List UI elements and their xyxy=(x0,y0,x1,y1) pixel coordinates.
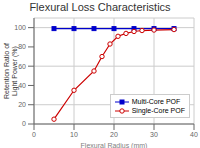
svg-text:10: 10 xyxy=(70,131,78,138)
svg-text:40: 40 xyxy=(190,131,198,138)
svg-text:20: 20 xyxy=(110,131,118,138)
svg-text:Retention Ratio of: Retention Ratio of xyxy=(3,43,10,99)
svg-text:60: 60 xyxy=(18,63,26,70)
svg-text:80: 80 xyxy=(18,43,26,50)
html-text:Flexural Loss Characteristics: Flexural Loss Characteristics xyxy=(29,1,171,13)
svg-text:Flexural Radius (mm): Flexural Radius (mm) xyxy=(81,142,148,148)
svg-text:0: 0 xyxy=(22,120,26,127)
svg-text:40: 40 xyxy=(18,82,26,89)
svg-text:Light Power (%): Light Power (%) xyxy=(10,46,18,96)
svg-text:30: 30 xyxy=(150,131,158,138)
svg-text:0: 0 xyxy=(32,131,36,138)
svg-text:20: 20 xyxy=(18,101,26,108)
html-text:Single-Core POF: Single-Core POF xyxy=(131,107,185,114)
svg-text:100: 100 xyxy=(14,24,26,31)
html-text:Multi-Core POF: Multi-Core POF xyxy=(131,98,181,105)
